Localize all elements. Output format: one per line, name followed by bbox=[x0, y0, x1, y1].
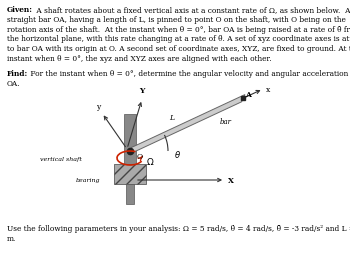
Text: the horizontal plane, with this rate changing at a rate of θ̈. A set of xyz coor: the horizontal plane, with this rate cha… bbox=[7, 35, 350, 43]
Bar bbox=[124, 115, 136, 164]
Text: A: A bbox=[245, 91, 251, 99]
Bar bbox=[126, 184, 134, 204]
Text: instant when θ = 0°, the xyz and XYZ axes are aligned with each other.: instant when θ = 0°, the xyz and XYZ axe… bbox=[7, 55, 272, 63]
Text: Find:: Find: bbox=[7, 70, 28, 77]
Text: y: y bbox=[96, 103, 100, 110]
Text: L: L bbox=[170, 113, 175, 121]
Text: Use the following parameters in your analysis: Ω = 5 rad/s, θ̇ = 4 rad/s, θ̈ = -: Use the following parameters in your ana… bbox=[7, 224, 350, 232]
Bar bbox=[114, 164, 146, 184]
Text: straight bar OA, having a length of L, is pinned to point O on the shaft, with O: straight bar OA, having a length of L, i… bbox=[7, 16, 346, 24]
Text: bar: bar bbox=[219, 118, 232, 125]
Text: Y: Y bbox=[139, 87, 145, 95]
Text: bearing: bearing bbox=[76, 178, 100, 183]
Polygon shape bbox=[128, 95, 245, 155]
Text: $\Omega$: $\Omega$ bbox=[146, 156, 154, 167]
Text: O: O bbox=[137, 152, 143, 160]
Text: m.: m. bbox=[7, 234, 16, 242]
Text: $\theta$: $\theta$ bbox=[174, 149, 181, 160]
Text: X: X bbox=[228, 176, 234, 184]
Text: x: x bbox=[266, 86, 271, 93]
Text: OA.: OA. bbox=[7, 79, 21, 87]
Text: Given:: Given: bbox=[7, 6, 33, 14]
Text: vertical shaft: vertical shaft bbox=[40, 157, 82, 162]
Text: For the instant when θ = 0°, determine the angular velocity and angular accelera: For the instant when θ = 0°, determine t… bbox=[28, 70, 350, 77]
Text: A shaft rotates about a fixed vertical axis at a constant rate of Ω, as shown be: A shaft rotates about a fixed vertical a… bbox=[34, 6, 350, 14]
Text: to bar OA with its origin at O. A second set of coordinate axes, XYZ, are fixed : to bar OA with its origin at O. A second… bbox=[7, 45, 350, 53]
Text: rotation axis of the shaft.  At the instant when θ = 0°, bar OA is being raised : rotation axis of the shaft. At the insta… bbox=[7, 25, 350, 34]
